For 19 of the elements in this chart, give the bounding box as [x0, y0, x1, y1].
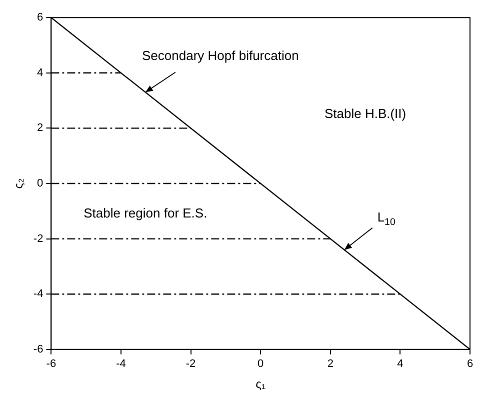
x-tick-label: 2	[327, 358, 334, 370]
y-axis-title: ς₂	[12, 178, 26, 189]
y-tick-label: -4	[33, 288, 44, 300]
x-tick-label: 6	[466, 358, 474, 370]
annotation: Stable region for E.S.	[84, 205, 208, 220]
y-tick-label: -2	[33, 232, 44, 245]
y-tick-label: -6	[33, 343, 44, 356]
y-tick-label: 2	[37, 122, 44, 134]
x-axis-title: ς₁	[256, 377, 266, 392]
x-tick-label: -6	[46, 358, 56, 370]
annotation: Secondary Hopf bifurcation	[142, 48, 299, 63]
x-tick-label: 0	[258, 358, 264, 370]
y-tick-label: 4	[37, 66, 44, 79]
x-tick-label: 4	[397, 358, 404, 370]
x-tick-label: -2	[186, 358, 196, 370]
y-tick-label: 6	[37, 12, 44, 24]
y-tick-label: 0	[37, 178, 44, 190]
x-tick-label: -4	[116, 358, 126, 370]
annotation: Stable H.B.(II)	[324, 106, 406, 121]
